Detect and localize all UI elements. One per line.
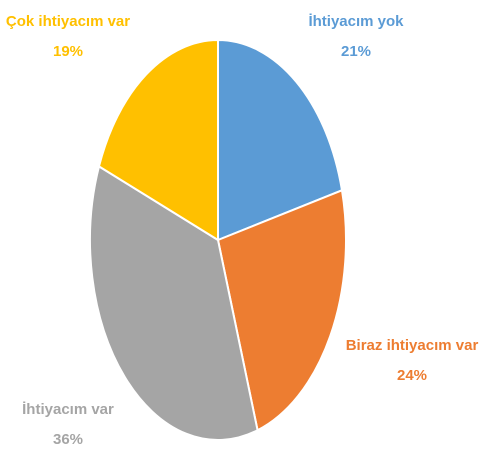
slice-value-label: 19% (53, 43, 83, 60)
pie-slice (216, 188, 347, 432)
slice-value-label: 24% (397, 367, 427, 384)
pie-slice (89, 164, 259, 441)
slice-label: İhtiyacım yok (308, 13, 404, 30)
slice-value-label: 21% (341, 43, 371, 60)
slice-label: Biraz ihtiyacım var (346, 337, 479, 354)
pie-slice (217, 38, 344, 242)
pie-slice (97, 38, 219, 242)
slice-label: Çok ihtiyacım var (6, 13, 130, 30)
slice-value-label: 36% (53, 431, 83, 448)
slice-label: İhtiyacım var (22, 401, 114, 418)
